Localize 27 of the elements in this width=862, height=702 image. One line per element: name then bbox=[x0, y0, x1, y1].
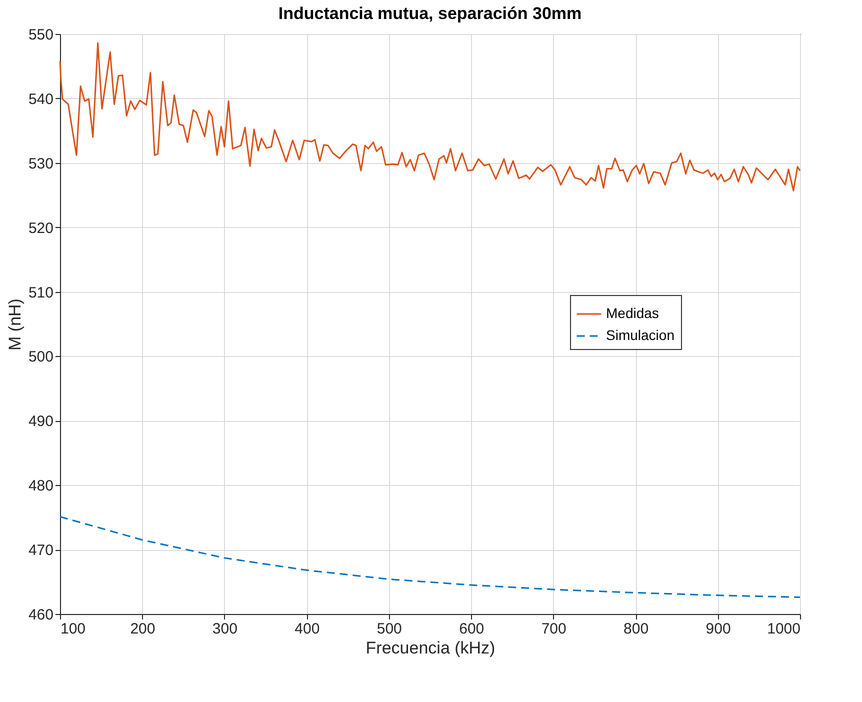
x-tick-label: 200 bbox=[130, 620, 156, 638]
x-tick-label: 900 bbox=[706, 620, 731, 638]
line-series bbox=[59, 42, 801, 192]
x-axis-title: Frecuencia (kHz) bbox=[366, 638, 496, 658]
y-tick-label: 550 bbox=[28, 26, 54, 44]
x-tick-label: 100 bbox=[60, 620, 86, 638]
y-tick-label: 490 bbox=[28, 413, 54, 430]
y-tick-label: 460 bbox=[28, 606, 54, 624]
y-tick-label: 470 bbox=[28, 542, 54, 560]
chart-title: Inductancia mutua, separación 30mm bbox=[278, 4, 582, 23]
line-series bbox=[59, 516, 801, 598]
x-tick-label: 700 bbox=[541, 620, 566, 638]
legend-label: Medidas bbox=[606, 305, 659, 321]
x-tick-label: 600 bbox=[459, 620, 484, 638]
y-axis-title: M (nH) bbox=[5, 298, 24, 350]
y-tick-label: 480 bbox=[28, 478, 54, 495]
y-tick-label: 540 bbox=[28, 90, 54, 108]
x-tick-label: 500 bbox=[376, 620, 402, 638]
x-tick-label: 300 bbox=[212, 620, 238, 638]
y-tick-label: 530 bbox=[28, 155, 54, 172]
y-tick-label: 500 bbox=[28, 348, 54, 366]
legend-label: Simulacion bbox=[606, 327, 674, 343]
x-tick-label: 1000 bbox=[767, 620, 800, 638]
y-tick-label: 510 bbox=[28, 284, 54, 302]
x-tick-label: 800 bbox=[624, 620, 649, 638]
x-tick-label: 400 bbox=[294, 620, 320, 638]
y-tick-label: 520 bbox=[28, 220, 54, 237]
